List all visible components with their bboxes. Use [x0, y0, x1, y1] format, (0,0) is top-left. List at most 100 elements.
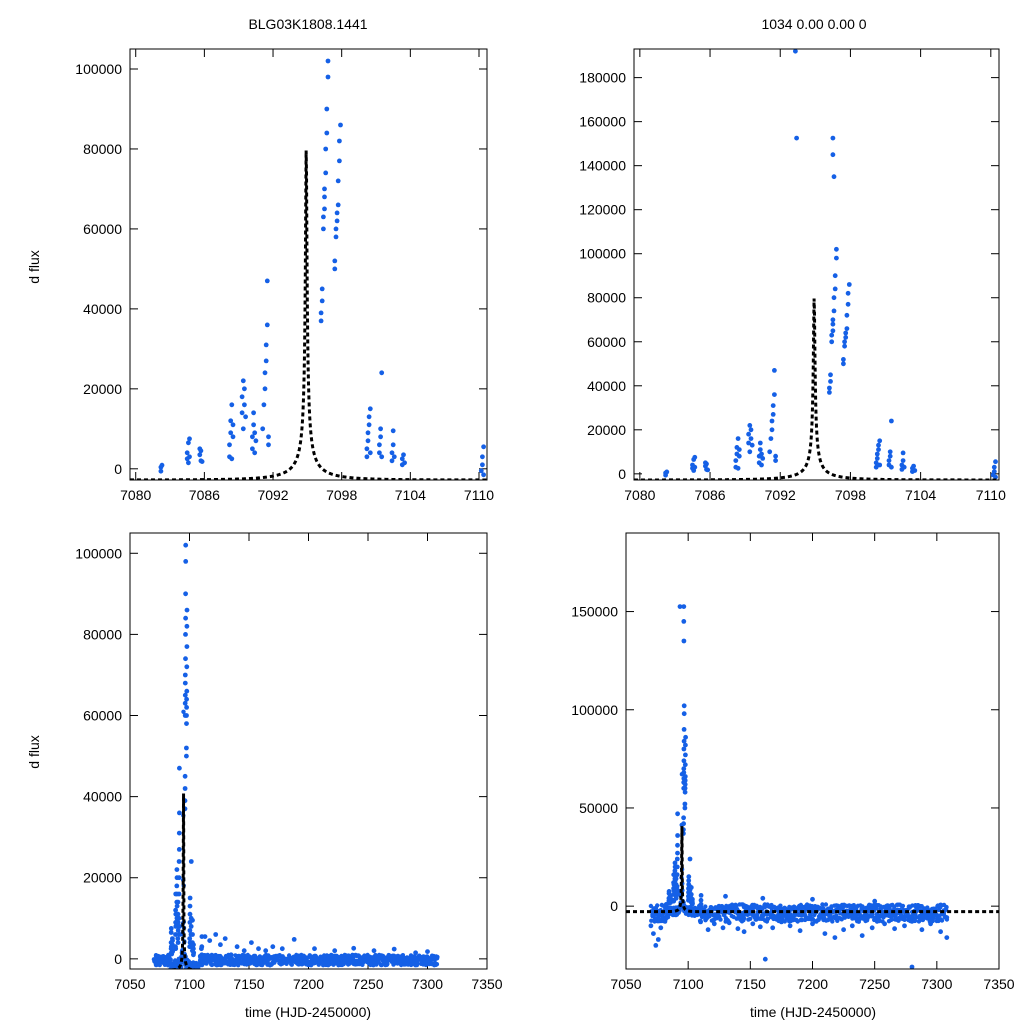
data-point: [252, 450, 258, 456]
data-point: [767, 449, 773, 455]
data-point: [332, 948, 338, 954]
data-point: [843, 330, 849, 336]
panel-bottom-right: 7050 7100 7150 7200 7250 7300 7350 0 50000 100000…: [571, 532, 1015, 992]
data-point: [239, 394, 245, 400]
x-tick-label: 7350: [471, 976, 502, 992]
data-point: [318, 318, 324, 324]
model-curve: [634, 298, 999, 480]
data-point: [791, 904, 797, 909]
data-point: [735, 465, 741, 471]
data-point: [874, 456, 880, 461]
x-tick-label: 7100: [174, 976, 205, 992]
data-point: [673, 876, 679, 882]
data-point: [993, 474, 998, 480]
data-point: [190, 932, 195, 937]
bottom-right-xlabel: time (HJD-2450000): [750, 1004, 876, 1020]
data-point: [198, 448, 204, 454]
y-tick-label: 100000: [75, 545, 122, 561]
data-point: [873, 460, 879, 466]
data-point: [159, 462, 165, 468]
data-point: [675, 833, 680, 838]
x-tick-label: 7092: [257, 487, 288, 503]
data-point: [266, 442, 271, 448]
data-point: [675, 888, 681, 893]
data-point: [658, 925, 664, 931]
data-point: [325, 58, 331, 64]
data-point: [264, 278, 270, 284]
x-tick-label: 7080: [624, 487, 655, 503]
data-point: [681, 619, 687, 624]
data-point: [168, 957, 173, 962]
data-point: [672, 860, 678, 866]
data-point: [677, 604, 683, 609]
data-point: [319, 286, 325, 292]
data-point: [158, 468, 164, 474]
data-point: [204, 961, 209, 966]
data-point: [184, 705, 190, 710]
data-point: [325, 74, 331, 80]
data-point: [334, 210, 340, 216]
data-point: [845, 290, 851, 296]
data-point: [174, 970, 178, 974]
data-point: [880, 919, 885, 924]
x-tick-label: 7086: [189, 487, 220, 503]
data-point: [261, 402, 267, 408]
data-point: [187, 911, 193, 917]
data-point: [682, 782, 688, 787]
data-point: [682, 801, 688, 807]
y-tick-label: 60000: [587, 334, 626, 350]
data-point: [707, 913, 712, 919]
x-tick-label: 7350: [983, 976, 1014, 992]
data-point: [242, 402, 247, 408]
data-point: [213, 932, 219, 937]
data-point: [389, 450, 395, 456]
data-point: [183, 656, 188, 662]
data-point: [175, 928, 181, 933]
data-point: [184, 688, 190, 694]
data-point: [242, 386, 247, 392]
data-point: [187, 454, 192, 460]
data-point: [873, 464, 879, 470]
data-point: [207, 938, 213, 943]
data-point: [240, 378, 246, 384]
data-point: [377, 442, 382, 448]
data-point: [794, 135, 799, 141]
data-point: [333, 234, 339, 240]
data-point: [787, 923, 793, 929]
y-tick-label: 180000: [579, 70, 626, 86]
data-point: [333, 226, 339, 232]
data-point: [876, 442, 881, 448]
data-point: [175, 940, 181, 945]
data-point: [687, 856, 693, 862]
data-point: [831, 295, 837, 301]
data-point: [938, 929, 943, 935]
data-point: [177, 765, 182, 771]
data-point: [434, 956, 440, 961]
data-point: [234, 944, 240, 950]
data-point: [673, 895, 679, 901]
data-point: [991, 464, 997, 470]
data-point: [681, 604, 687, 609]
data-point: [176, 875, 182, 881]
data-point: [683, 752, 688, 758]
data-point: [827, 390, 832, 395]
data-point: [741, 929, 747, 935]
data-point: [664, 469, 670, 475]
panel-top-right: 7080 7086 7092 7098 7104 7110 0 20000 40000 60000…: [579, 48, 1006, 503]
x-tick-label: 7200: [797, 976, 828, 992]
data-point: [841, 357, 846, 362]
data-point: [481, 472, 486, 478]
data-point: [199, 459, 205, 464]
data-point: [377, 450, 382, 456]
data-point: [263, 358, 269, 364]
data-point: [187, 436, 192, 442]
data-point: [191, 950, 197, 956]
data-point: [184, 721, 189, 726]
data-point: [842, 339, 847, 345]
data-point: [263, 948, 269, 954]
data-point: [900, 458, 906, 463]
data-point: [698, 893, 704, 898]
data-point: [230, 434, 236, 440]
data-point: [187, 895, 193, 901]
data-point: [681, 815, 686, 821]
